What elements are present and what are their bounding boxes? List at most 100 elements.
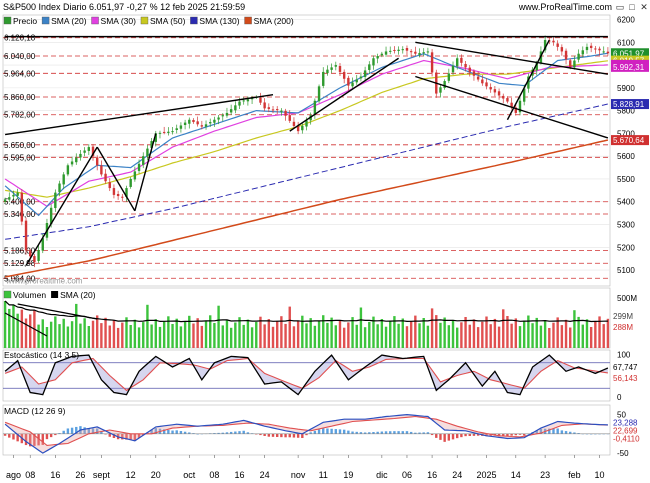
close-icon[interactable]: ✕ <box>640 2 648 12</box>
macd-histogram-bar <box>451 433 455 440</box>
price-tick-label: 5600 <box>617 152 635 161</box>
sma200-line <box>4 139 609 278</box>
volume-bar <box>527 315 530 348</box>
macd-histogram-bar <box>271 433 275 437</box>
candle-body <box>606 51 610 54</box>
macd-histogram-bar <box>573 432 576 434</box>
date-tick-label: 2025 <box>476 470 496 480</box>
macd-histogram-bar <box>522 433 526 436</box>
candle-body <box>443 81 446 88</box>
candle-body <box>125 188 128 197</box>
volume-bar <box>589 327 593 348</box>
candle-body <box>451 65 455 73</box>
candle-body <box>317 86 321 102</box>
volume-bar <box>100 323 103 348</box>
legend-label: SMA (20) <box>51 16 87 26</box>
level-label: 5.595,00 <box>4 153 36 162</box>
volume-bar <box>514 318 518 348</box>
candle-body <box>518 100 522 113</box>
macd-histogram-bar <box>280 433 283 438</box>
price-marker-label: 6.051,97 <box>613 49 645 58</box>
macd-histogram-bar <box>95 428 99 434</box>
volume-bar <box>70 321 74 348</box>
candle-body <box>384 51 388 55</box>
macd-histogram-bar <box>3 433 7 436</box>
volume-bar <box>167 316 170 348</box>
candle-body <box>401 49 404 51</box>
macd-histogram-bar <box>460 433 463 438</box>
date-tick-label: oct <box>183 470 196 480</box>
candle-body <box>259 97 262 103</box>
candle-body <box>116 193 120 197</box>
volume-bar <box>112 320 116 348</box>
volume-bar <box>472 319 476 348</box>
macd-histogram-bar <box>334 429 338 434</box>
macd-histogram-bar <box>284 433 287 438</box>
macd-histogram-bar <box>430 433 434 436</box>
volume-bar <box>192 323 195 348</box>
candle-body <box>506 98 509 102</box>
volume-bar <box>313 325 317 348</box>
candle-body <box>3 199 7 202</box>
macd-histogram-bar <box>472 433 476 436</box>
volume-bar <box>137 327 141 348</box>
price-tick-label: 6200 <box>617 16 635 25</box>
chart-header: S&P500 Index Diario 6.051,97 -0,27 % 12 … <box>0 0 650 14</box>
macd-histogram-bar <box>83 427 86 434</box>
price-marker-box <box>611 99 649 110</box>
volume-bar <box>37 324 40 348</box>
legend-swatch <box>91 16 99 25</box>
pane-frame-2 <box>2 349 611 402</box>
volume-bar <box>468 324 471 348</box>
candle-body <box>213 119 216 123</box>
volume-bar <box>255 322 258 348</box>
candle-body <box>8 197 11 200</box>
macd-histogram-bar <box>37 433 40 446</box>
date-tick-label: 23 <box>540 470 550 480</box>
volume-bar <box>142 322 145 348</box>
volume-bar <box>8 308 11 348</box>
minimize-icon[interactable]: ▭ <box>615 2 625 12</box>
level-label: 5.650,00 <box>4 141 36 150</box>
macd-histogram-bar <box>24 433 28 446</box>
macd-histogram-bar <box>263 433 266 436</box>
macd-line <box>4 413 608 454</box>
macd-histogram-bar <box>347 430 350 434</box>
candle-body <box>585 46 589 51</box>
macd-histogram-bar <box>510 433 513 436</box>
macd-histogram-bar <box>380 431 384 434</box>
date-tick-label: 16 <box>235 470 245 480</box>
legend-label: Volumen <box>13 290 46 300</box>
volume-bar <box>271 326 275 348</box>
candle-body <box>41 238 44 251</box>
date-tick-label: ago <box>6 470 21 480</box>
price-tick-label: 5500 <box>617 175 635 184</box>
macd-histogram-bar <box>91 428 95 434</box>
macd-histogram-bar <box>376 431 379 434</box>
volume-bar <box>389 321 392 348</box>
volume-bar <box>49 321 53 348</box>
level-label: 5.964,00 <box>4 69 36 78</box>
trendline <box>25 146 98 266</box>
macd-histogram-bar <box>296 433 300 438</box>
candle-body <box>133 171 137 180</box>
stochastic-fill <box>5 355 608 395</box>
macd-histogram-bar <box>225 432 229 434</box>
candle-body <box>468 67 471 72</box>
macd-histogram-bar <box>175 430 178 434</box>
maximize-icon[interactable]: □ <box>629 2 635 12</box>
volume-bar <box>54 316 57 348</box>
candle-body <box>422 52 425 54</box>
macd-histogram-bar <box>405 431 409 434</box>
date-tick-label: 08 <box>25 470 35 480</box>
macd-histogram-bar <box>485 433 488 437</box>
volume-bar <box>146 304 149 348</box>
volume-bar <box>326 322 329 348</box>
candle-body <box>129 178 132 187</box>
volume-bar <box>200 325 204 348</box>
site-url[interactable]: www.ProRealTime.com <box>518 2 612 12</box>
candle-body <box>54 192 57 209</box>
candle-body <box>560 47 564 52</box>
candle-body <box>426 51 430 53</box>
